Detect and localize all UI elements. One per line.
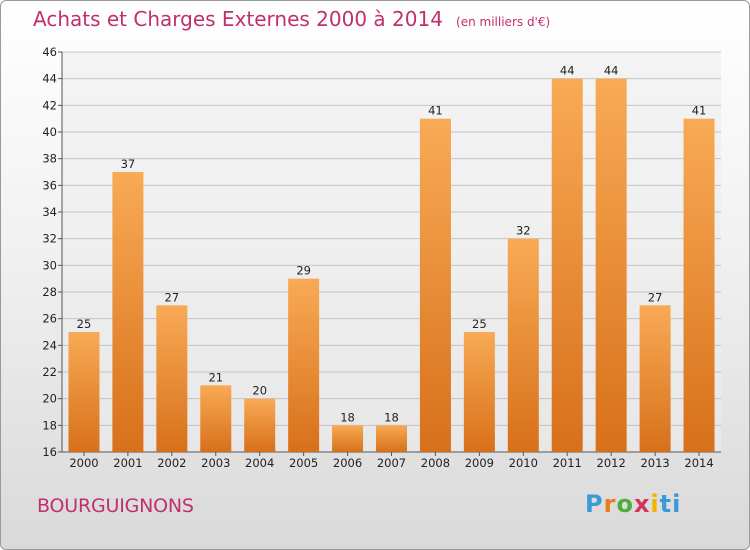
- x-tick-label: 2008: [421, 456, 450, 470]
- y-tick-label: 36: [42, 178, 57, 192]
- commune-name: BOURGUIGNONS: [37, 495, 194, 517]
- bar-value-label: 21: [208, 370, 223, 384]
- y-tick-label: 22: [42, 365, 57, 379]
- logo-letter: r: [603, 490, 617, 518]
- bar-value-label: 29: [296, 264, 311, 278]
- bar: [68, 332, 100, 452]
- y-tick-label: 24: [42, 338, 57, 352]
- y-tick-label: 42: [42, 98, 57, 112]
- bar: [683, 118, 715, 453]
- y-tick-label: 16: [42, 445, 57, 459]
- y-tick-label: 40: [42, 125, 57, 139]
- bar: [200, 385, 232, 452]
- logo-letter: ti: [659, 490, 682, 518]
- bar: [156, 305, 188, 452]
- y-tick-label: 20: [42, 392, 57, 406]
- y-tick-label: 46: [42, 45, 57, 59]
- bar-value-label: 41: [428, 104, 443, 118]
- bar: [112, 172, 144, 452]
- bar-value-label: 25: [472, 317, 487, 331]
- bar: [376, 425, 407, 452]
- x-tick-label: 2004: [245, 456, 274, 470]
- logo-letter: P: [585, 490, 604, 518]
- x-tick-label: 2003: [201, 456, 230, 470]
- y-tick-label: 18: [42, 418, 57, 432]
- bar-value-label: 25: [77, 317, 92, 331]
- bar: [288, 278, 320, 452]
- x-tick-label: 2000: [69, 456, 98, 470]
- x-tick-label: 2001: [113, 456, 142, 470]
- y-tick-label: 30: [42, 258, 57, 272]
- chart-subtitle: (en milliers d'€): [456, 15, 551, 29]
- title-row: Achats et Charges Externes 2000 à 2014 (…: [33, 7, 550, 31]
- y-tick-label: 32: [42, 232, 57, 246]
- y-tick-label: 34: [42, 205, 57, 219]
- x-tick-label: 2005: [289, 456, 318, 470]
- bar-value-label: 44: [604, 64, 619, 78]
- bar-value-label: 27: [648, 290, 663, 304]
- y-tick-label: 44: [42, 72, 57, 86]
- x-tick-label: 2010: [509, 456, 538, 470]
- x-tick-label: 2007: [377, 456, 406, 470]
- bar: [639, 305, 671, 452]
- bar-value-label: 44: [560, 64, 575, 78]
- bar: [551, 78, 583, 453]
- x-tick-label: 2009: [465, 456, 494, 470]
- bar: [419, 118, 451, 453]
- bar-value-label: 41: [692, 104, 707, 118]
- bar: [332, 425, 364, 452]
- logo-letter: i: [650, 490, 660, 518]
- y-tick-label: 38: [42, 152, 57, 166]
- bar-value-label: 18: [384, 410, 399, 424]
- x-tick-label: 2014: [684, 456, 713, 470]
- bar-value-label: 27: [165, 290, 180, 304]
- y-tick-label: 28: [42, 285, 57, 299]
- bar: [463, 332, 495, 452]
- y-tick-label: 26: [42, 312, 57, 326]
- bar-value-label: 32: [516, 224, 531, 238]
- chart-title: Achats et Charges Externes 2000 à 2014: [33, 7, 443, 31]
- bar-value-label: 37: [121, 157, 136, 171]
- proxiti-logo: Proxiti: [585, 490, 681, 518]
- bar-value-label: 18: [340, 410, 355, 424]
- logo-letter: o: [616, 490, 634, 518]
- x-tick-label: 2006: [333, 456, 362, 470]
- x-tick-label: 2011: [553, 456, 582, 470]
- x-tick-label: 2012: [597, 456, 626, 470]
- x-tick-label: 2002: [157, 456, 186, 470]
- bar: [244, 398, 276, 452]
- bar: [507, 238, 539, 452]
- x-tick-label: 2013: [640, 456, 669, 470]
- bar-value-label: 20: [252, 384, 267, 398]
- bar: [595, 78, 627, 453]
- logo-letter: x: [633, 490, 651, 518]
